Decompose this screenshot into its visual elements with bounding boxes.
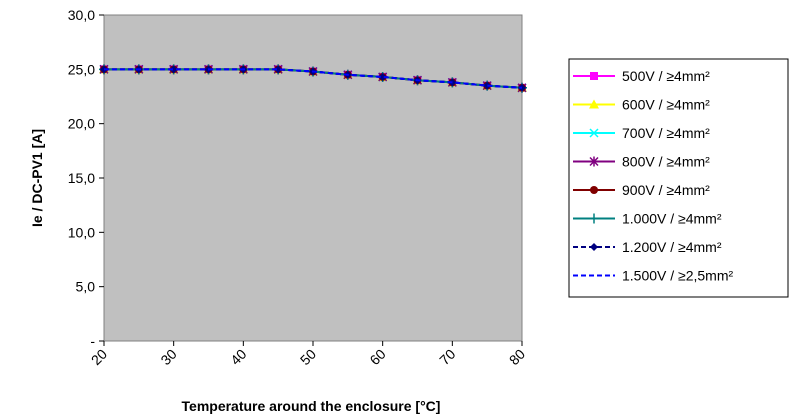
legend-label: 800V / ≥4mm² [622,154,710,170]
y-tick-label: 5,0 [76,279,96,295]
x-tick-label: 30 [157,346,179,368]
legend-item: 800V / ≥4mm² [573,154,710,170]
legend-box [568,58,789,298]
legend-item: 1.200V / ≥4mm² [573,239,722,255]
legend-marker [590,72,598,80]
legend-item: 900V / ≥4mm² [573,182,710,198]
legend-label: 1.200V / ≥4mm² [622,239,722,255]
y-tick-label: 20,0 [68,116,95,132]
legend-marker [590,186,598,194]
legend-label: 700V / ≥4mm² [622,125,710,141]
legend-item: 500V / ≥4mm² [573,68,710,84]
x-axis: 20 30 40 50 60 70 80 [88,341,528,368]
x-axis-title: Temperature around the enclosure [°C] [182,398,441,414]
legend-label: 900V / ≥4mm² [622,182,710,198]
series-layer [99,64,527,93]
legend-item: 1.500V / ≥2,5mm² [573,268,734,284]
x-tick-label: 50 [297,346,319,368]
legend-marker [589,213,599,224]
data-point [378,72,387,81]
legend-item: 700V / ≥4mm² [573,125,710,141]
x-tick-label: 40 [227,346,249,368]
series-7 [104,68,523,89]
x-tick-label: 70 [436,346,458,368]
legend-marker [589,156,599,167]
y-tick-label: 30,0 [68,7,95,23]
legend-marker [589,128,599,138]
data-point [274,65,283,74]
legend-label: 500V / ≥4mm² [622,68,710,84]
y-axis-title: Ie / DC-PV1 [A] [29,129,45,227]
legend: 500V / ≥4mm² 600V / ≥4mm² 700V / ≥4mm² 800V… [573,68,734,284]
legend-label: 600V / ≥4mm² [622,97,710,113]
series-line [104,68,523,89]
legend-label: 1.000V / ≥4mm² [622,211,722,227]
legend-marker [590,243,598,251]
data-point [169,65,178,74]
legend-item: 600V / ≥4mm² [573,97,710,113]
y-tick-label: 10,0 [68,224,95,240]
legend-marker [589,99,599,109]
y-tick-label: 25,0 [68,61,95,77]
x-tick-label: 20 [88,346,110,368]
y-tick-label: 15,0 [68,170,95,186]
y-tick-label: - [90,333,95,349]
x-tick-label: 60 [366,346,388,368]
legend-label: 1.500V / ≥2,5mm² [622,268,734,284]
plot-area [103,14,523,342]
legend-item: 1.000V / ≥4mm² [573,211,722,227]
x-tick-label: 80 [506,346,528,368]
y-axis: - 5,0 10,0 15,0 20,0 25,0 30,0 [68,7,104,349]
data-point [483,81,492,90]
